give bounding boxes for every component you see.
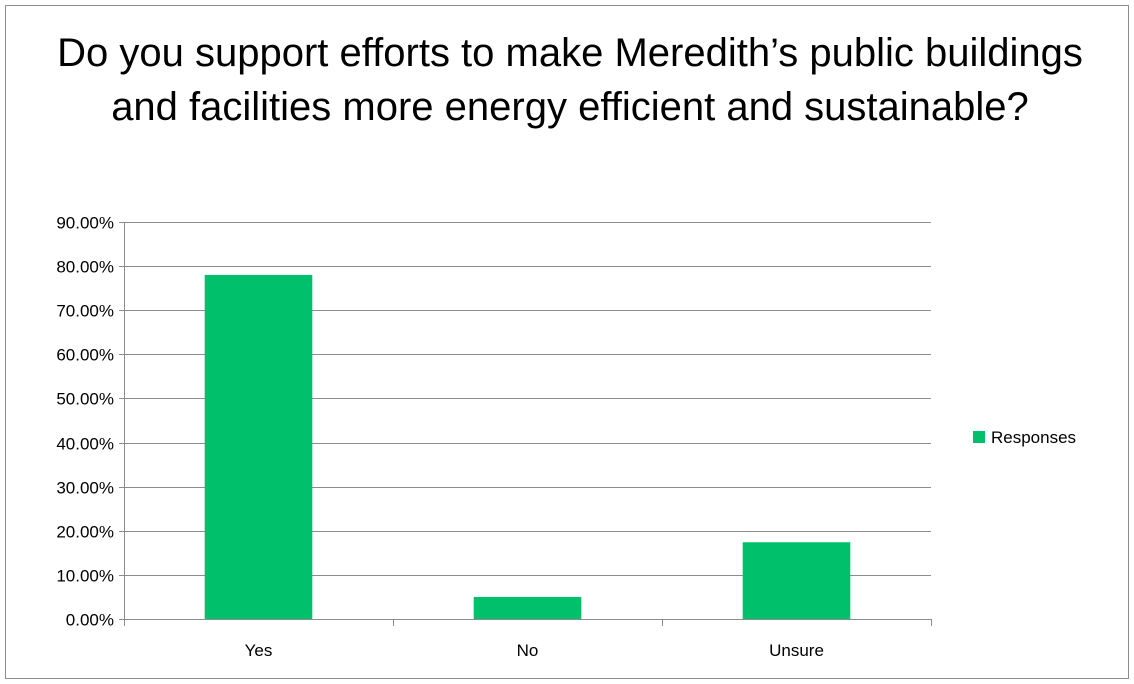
y-tick-label: 60.00% bbox=[56, 346, 114, 365]
y-tick-label: 70.00% bbox=[56, 302, 114, 321]
x-category-label: Yes bbox=[245, 641, 273, 660]
y-tick-label: 80.00% bbox=[56, 258, 114, 277]
y-tick-label: 20.00% bbox=[56, 523, 114, 542]
x-category-label: No bbox=[517, 641, 539, 660]
bar-yes bbox=[205, 275, 313, 619]
bars bbox=[205, 275, 851, 619]
y-tick-label: 50.00% bbox=[56, 390, 114, 409]
x-category-labels: Yes No Unsure bbox=[245, 641, 824, 660]
legend: Responses bbox=[973, 428, 1076, 447]
x-category-label: Unsure bbox=[769, 641, 824, 660]
y-tick-label: 10.00% bbox=[56, 567, 114, 586]
y-tick-label: 40.00% bbox=[56, 435, 114, 454]
legend-label: Responses bbox=[991, 428, 1076, 447]
legend-swatch bbox=[973, 431, 985, 443]
y-tick-labels: 0.00% 10.00% 20.00% 30.00% 40.00% 50.00% 60.00… bbox=[56, 214, 114, 630]
y-tick-label: 90.00% bbox=[56, 214, 114, 233]
y-tick-label: 30.00% bbox=[56, 479, 114, 498]
bar-unsure bbox=[743, 542, 851, 619]
bar-no bbox=[474, 597, 582, 619]
y-tick-label: 0.00% bbox=[66, 611, 114, 630]
